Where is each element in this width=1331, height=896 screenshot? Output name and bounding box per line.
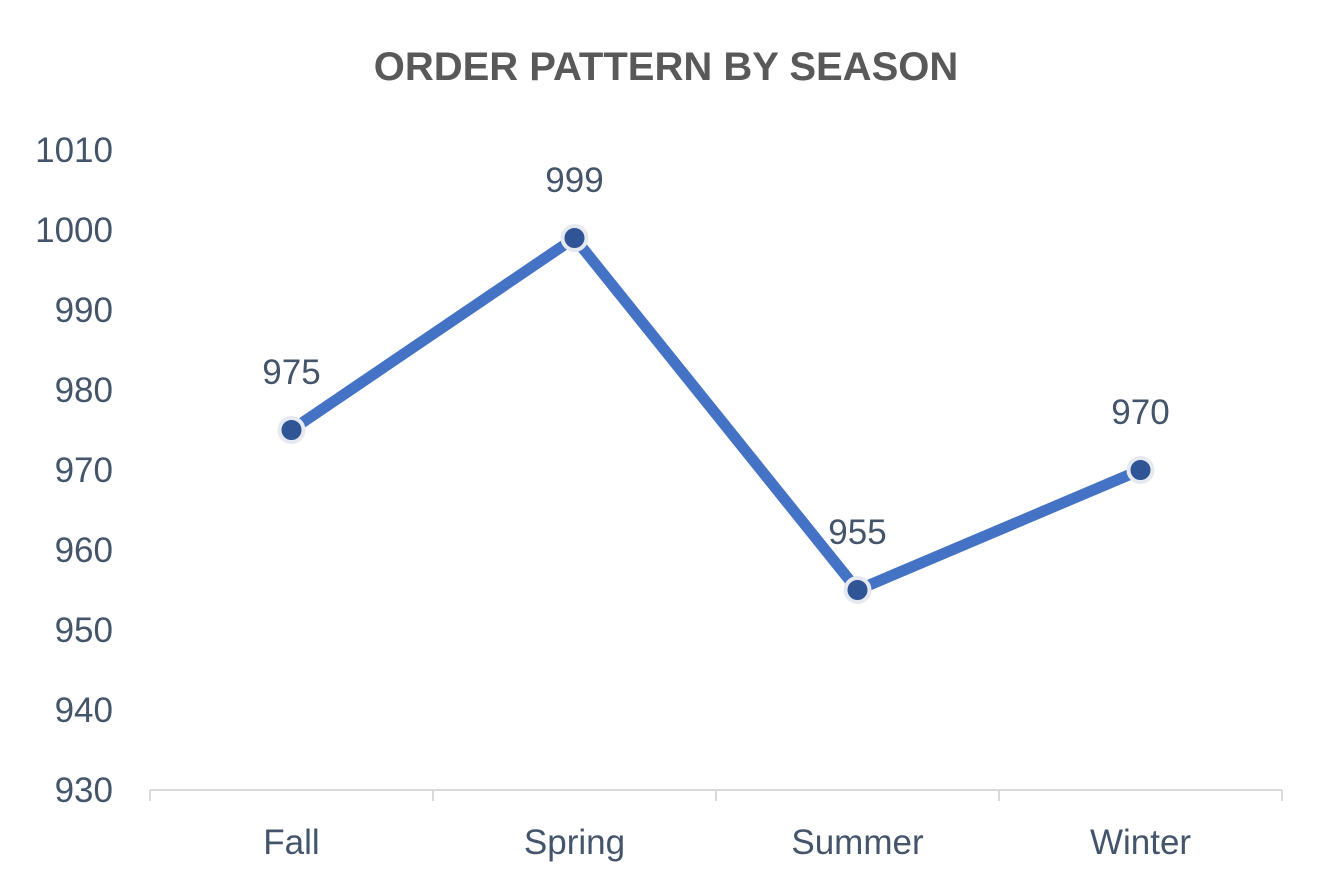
x-tick-label: Summer <box>791 823 924 862</box>
y-tick-label: 970 <box>55 451 113 490</box>
data-label: 999 <box>545 161 603 200</box>
y-tick-label: 1010 <box>35 131 113 170</box>
data-label: 970 <box>1111 393 1169 432</box>
data-point-marker <box>843 576 872 604</box>
data-label: 975 <box>262 353 320 392</box>
x-tick-label: Spring <box>524 823 625 862</box>
y-axis-tick-labels: 930 940 950 960 970 980 990 1000 1010 <box>35 131 113 810</box>
markers-group <box>277 224 1155 604</box>
y-tick-label: 950 <box>55 611 113 650</box>
y-tick-label: 930 <box>55 771 113 810</box>
data-point-marker <box>277 416 306 444</box>
x-axis-tick-labels: Fall Spring Summer Winter <box>263 823 1191 862</box>
series-line <box>286 232 1146 596</box>
y-tick-label: 960 <box>55 531 113 570</box>
data-point-marker <box>1126 456 1155 484</box>
data-labels-group: 975 999 955 970 <box>262 161 1169 552</box>
y-tick-label: 980 <box>55 371 113 410</box>
data-label: 955 <box>828 513 886 552</box>
x-axis <box>149 789 1283 801</box>
x-tick-label: Winter <box>1090 823 1191 862</box>
y-tick-label: 990 <box>55 291 113 330</box>
chart-title: ORDER PATTERN BY SEASON <box>374 45 959 89</box>
data-point-marker <box>560 224 589 252</box>
series-group <box>286 232 1146 596</box>
y-tick-label: 940 <box>55 691 113 730</box>
x-tick-label: Fall <box>263 823 319 862</box>
y-tick-label: 1000 <box>35 211 113 250</box>
